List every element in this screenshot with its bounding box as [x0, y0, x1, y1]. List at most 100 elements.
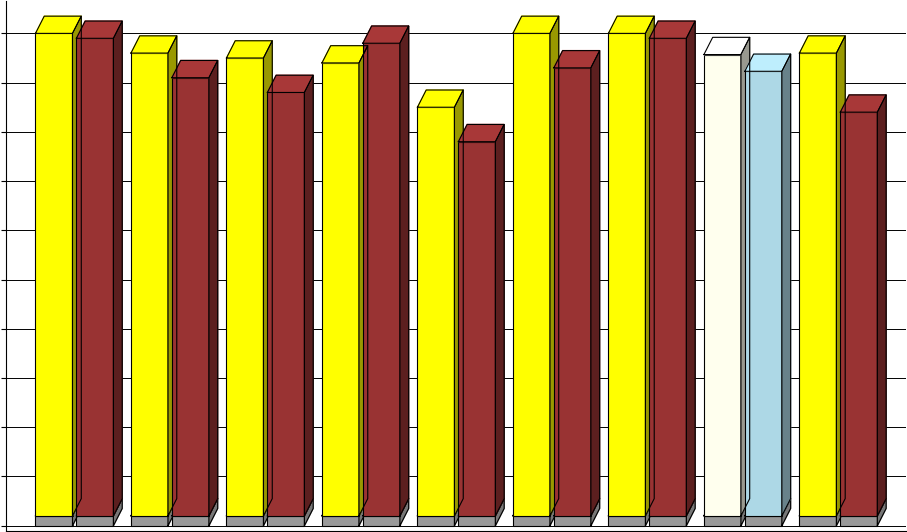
Polygon shape [554, 498, 600, 516]
Polygon shape [609, 498, 654, 516]
Polygon shape [454, 90, 463, 516]
Polygon shape [745, 54, 791, 71]
Polygon shape [363, 26, 409, 43]
Polygon shape [458, 498, 504, 516]
Bar [363, 43, 400, 516]
Polygon shape [704, 498, 750, 516]
Polygon shape [649, 21, 695, 38]
Polygon shape [35, 16, 82, 34]
Polygon shape [209, 61, 218, 516]
Bar [131, 53, 168, 516]
Bar [268, 93, 305, 516]
Bar [227, 516, 264, 526]
Bar [417, 107, 454, 516]
Polygon shape [590, 498, 600, 526]
Polygon shape [550, 498, 559, 526]
Bar [35, 34, 73, 516]
Polygon shape [550, 16, 559, 516]
Polygon shape [359, 46, 367, 516]
Polygon shape [609, 16, 654, 34]
Bar [609, 516, 646, 526]
Polygon shape [877, 95, 886, 516]
Polygon shape [782, 54, 791, 516]
Polygon shape [687, 21, 695, 516]
Polygon shape [131, 36, 177, 53]
Polygon shape [268, 498, 313, 516]
Polygon shape [513, 498, 559, 516]
Bar [704, 55, 741, 516]
Bar [76, 516, 113, 526]
Polygon shape [268, 75, 313, 93]
Bar [704, 516, 741, 526]
Polygon shape [799, 498, 845, 516]
Polygon shape [745, 498, 791, 516]
Polygon shape [877, 498, 886, 526]
Bar [131, 516, 168, 526]
Polygon shape [646, 498, 654, 526]
Polygon shape [741, 37, 750, 516]
Polygon shape [73, 16, 82, 516]
Bar [513, 34, 550, 516]
Bar [799, 53, 836, 516]
Bar [840, 516, 877, 526]
Polygon shape [209, 498, 218, 526]
Polygon shape [687, 498, 695, 526]
Polygon shape [168, 36, 177, 516]
Polygon shape [554, 51, 600, 68]
Polygon shape [649, 498, 695, 516]
Polygon shape [840, 498, 886, 516]
Bar [513, 516, 550, 526]
Polygon shape [131, 498, 177, 516]
Polygon shape [458, 124, 504, 142]
Polygon shape [513, 16, 559, 34]
Bar [554, 68, 590, 516]
Polygon shape [495, 124, 504, 516]
Polygon shape [305, 75, 313, 516]
Polygon shape [172, 61, 218, 78]
Polygon shape [741, 498, 750, 526]
Polygon shape [836, 498, 845, 526]
Polygon shape [113, 21, 122, 516]
Bar [322, 63, 359, 516]
Bar [172, 516, 209, 526]
Bar [417, 516, 454, 526]
Bar [172, 78, 209, 516]
Polygon shape [836, 36, 845, 516]
Bar [554, 516, 590, 526]
Bar [649, 38, 687, 516]
Bar [458, 142, 495, 516]
Bar [363, 516, 400, 526]
Polygon shape [799, 36, 845, 53]
Polygon shape [113, 498, 122, 526]
Bar [745, 71, 782, 516]
Polygon shape [264, 41, 272, 516]
Bar [268, 516, 305, 526]
Polygon shape [840, 95, 886, 112]
Polygon shape [417, 90, 463, 107]
Bar [322, 516, 359, 526]
Polygon shape [454, 498, 463, 526]
Polygon shape [646, 16, 654, 516]
Polygon shape [495, 498, 504, 526]
Polygon shape [400, 26, 409, 516]
Polygon shape [76, 498, 122, 516]
Polygon shape [400, 498, 409, 526]
Polygon shape [590, 51, 600, 516]
Polygon shape [264, 498, 272, 526]
Bar [799, 516, 836, 526]
Bar [227, 58, 264, 516]
Bar [745, 516, 782, 526]
Polygon shape [704, 37, 750, 55]
Bar [76, 38, 113, 516]
Polygon shape [322, 46, 367, 63]
Polygon shape [322, 498, 367, 516]
Polygon shape [172, 498, 218, 516]
Polygon shape [227, 41, 272, 58]
Polygon shape [168, 498, 177, 526]
Polygon shape [227, 498, 272, 516]
Bar [609, 34, 646, 516]
Bar [649, 516, 687, 526]
Polygon shape [417, 498, 463, 516]
Polygon shape [782, 498, 791, 526]
Bar [35, 516, 73, 526]
